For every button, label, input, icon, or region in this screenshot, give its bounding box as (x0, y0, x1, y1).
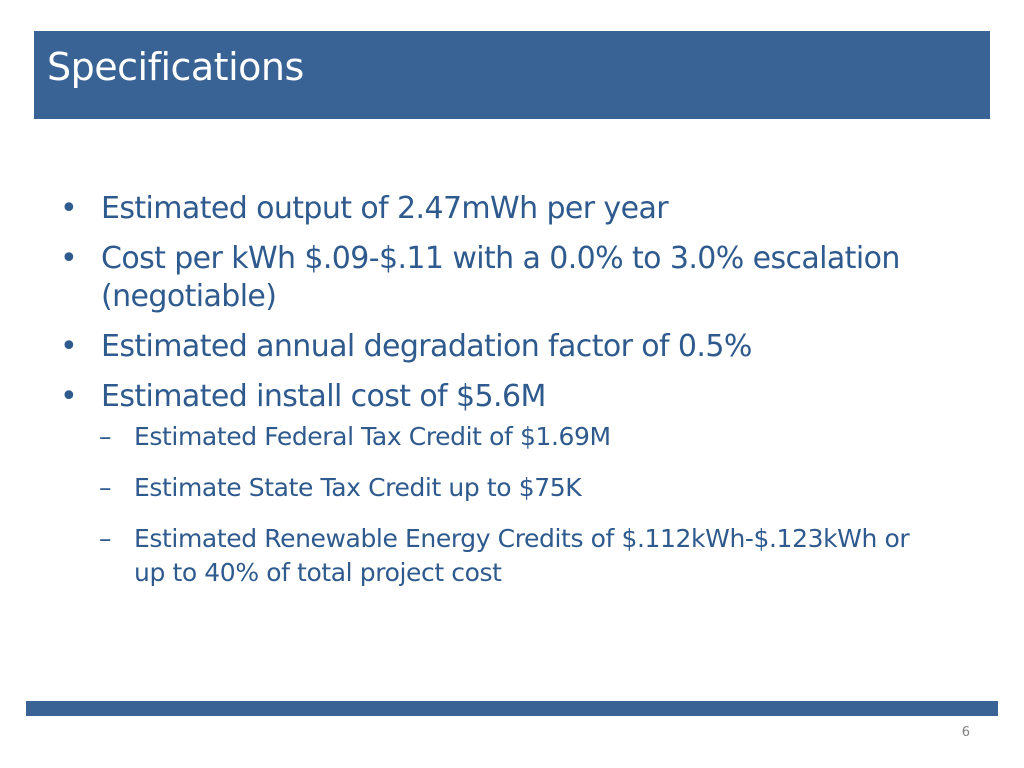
bullet-item: • Estimated annual degradation factor of… (60, 328, 940, 366)
bullet-text: Estimated output of 2.47mWh per year (101, 191, 669, 226)
sub-bullet-text: Estimate State Tax Credit up to $75K (134, 473, 582, 502)
sub-bullet-text: Estimated Federal Tax Credit of $1.69M (134, 422, 611, 451)
bullet-item: • Cost per kWh $.09-$.11 with a 0.0% to … (60, 240, 940, 316)
sub-bullet-marker: – (99, 473, 112, 502)
bullet-text: Cost per kWh $.09-$.11 with a 0.0% to 3.… (101, 241, 900, 314)
sub-bullet-item: – Estimated Federal Tax Credit of $1.69M (93, 420, 940, 454)
footer-bar (26, 701, 998, 716)
page-number: 6 (961, 725, 970, 740)
bullet-item: • Estimated install cost of $5.6M – Esti… (60, 378, 940, 590)
sub-bullet-marker: – (99, 524, 112, 553)
sub-bullet-item: – Estimate State Tax Credit up to $75K (93, 471, 940, 505)
sub-bullet-marker: – (99, 422, 112, 451)
bullet-marker: • (60, 329, 78, 364)
bullet-marker: • (60, 191, 78, 226)
sub-bullet-list: – Estimated Federal Tax Credit of $1.69M… (93, 420, 940, 590)
bullet-item: • Estimated output of 2.47mWh per year (60, 190, 940, 228)
bullet-marker: • (60, 241, 78, 276)
slide-title: Specifications (47, 45, 304, 89)
bullet-text: Estimated install cost of $5.6M (101, 379, 546, 414)
title-bar: Specifications (34, 31, 990, 119)
bullet-text: Estimated annual degradation factor of 0… (101, 329, 752, 364)
sub-bullet-text: Estimated Renewable Energy Credits of $.… (134, 524, 910, 587)
sub-bullet-item: – Estimated Renewable Energy Credits of … (93, 522, 940, 590)
bullet-list: • Estimated output of 2.47mWh per year •… (60, 190, 940, 607)
bullet-marker: • (60, 379, 78, 414)
